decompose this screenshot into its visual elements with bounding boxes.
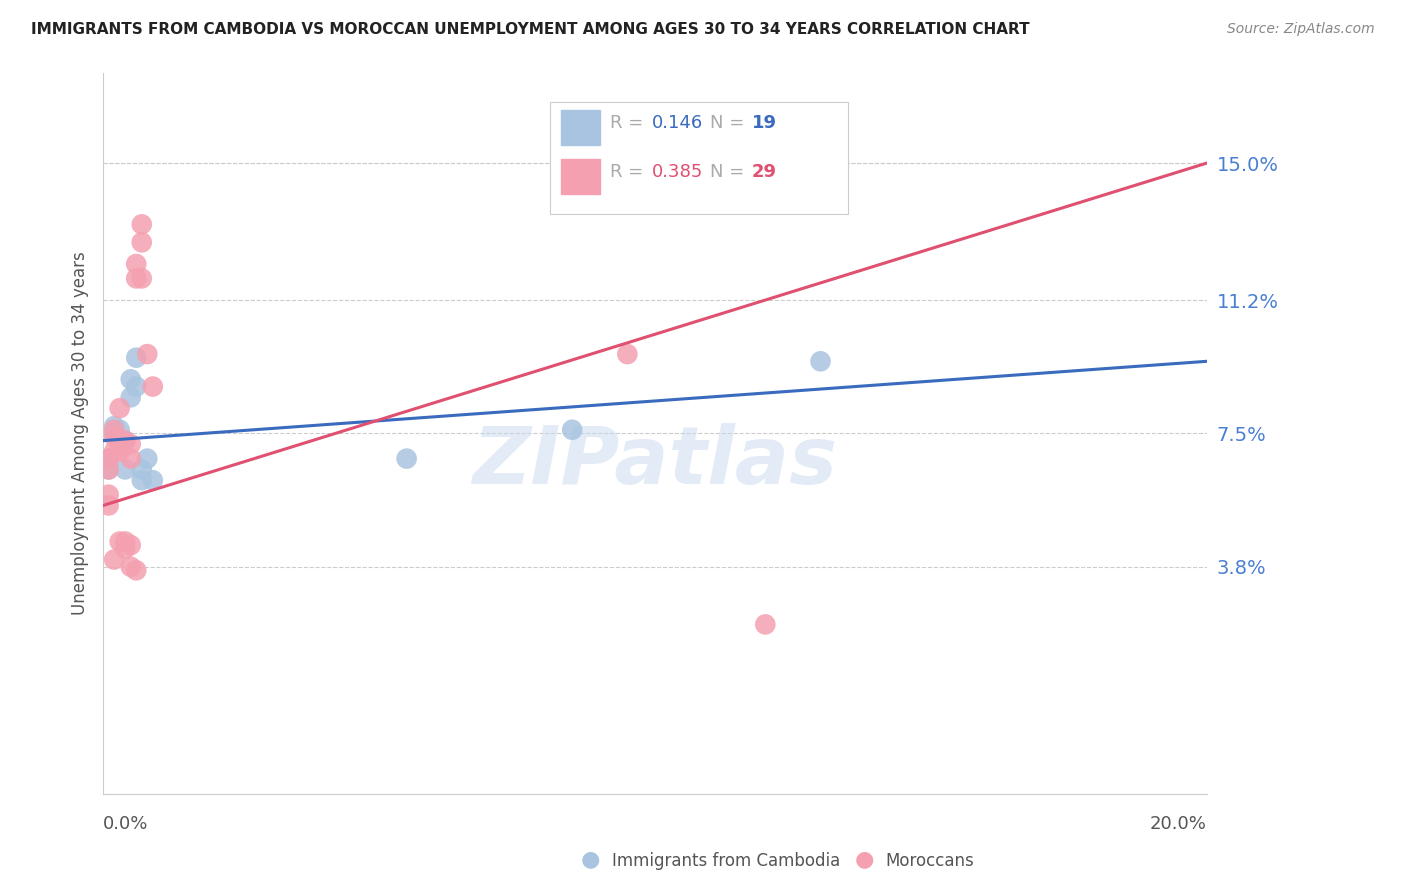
Point bbox=[108, 434, 131, 448]
Point bbox=[120, 372, 142, 386]
Point bbox=[103, 426, 125, 441]
Point bbox=[108, 401, 131, 416]
Point bbox=[103, 419, 125, 434]
Point bbox=[103, 444, 125, 458]
Point bbox=[114, 434, 136, 448]
Point bbox=[108, 434, 131, 448]
Point bbox=[114, 541, 136, 556]
Point bbox=[395, 451, 418, 466]
Text: 0.385: 0.385 bbox=[651, 163, 703, 181]
Point bbox=[108, 534, 131, 549]
Point bbox=[103, 423, 125, 437]
Point bbox=[120, 538, 142, 552]
Point bbox=[142, 379, 165, 393]
Point bbox=[810, 354, 832, 368]
Text: 20.0%: 20.0% bbox=[1150, 815, 1206, 833]
Text: ●: ● bbox=[581, 850, 600, 870]
Point bbox=[97, 451, 120, 466]
Text: 29: 29 bbox=[752, 163, 778, 181]
Point bbox=[754, 617, 776, 632]
Point bbox=[136, 347, 159, 361]
Text: R =: R = bbox=[610, 163, 648, 181]
Point bbox=[616, 347, 638, 361]
Point bbox=[120, 559, 142, 574]
Point bbox=[114, 462, 136, 476]
Point bbox=[125, 351, 148, 365]
Point bbox=[136, 451, 159, 466]
Text: 0.146: 0.146 bbox=[651, 114, 703, 132]
Point bbox=[131, 271, 153, 285]
Point bbox=[131, 462, 153, 476]
FancyBboxPatch shape bbox=[550, 102, 848, 213]
Point bbox=[125, 379, 148, 393]
Point bbox=[97, 462, 120, 476]
Text: R =: R = bbox=[610, 114, 648, 132]
Point bbox=[125, 271, 148, 285]
Point bbox=[108, 423, 131, 437]
Point bbox=[142, 473, 165, 487]
Text: Immigrants from Cambodia: Immigrants from Cambodia bbox=[612, 852, 839, 870]
Text: 0.0%: 0.0% bbox=[103, 815, 149, 833]
Text: N =: N = bbox=[710, 114, 751, 132]
Point bbox=[120, 451, 142, 466]
Point bbox=[125, 257, 148, 271]
Point bbox=[103, 430, 125, 444]
Point bbox=[125, 563, 148, 577]
Text: ●: ● bbox=[855, 850, 875, 870]
Point bbox=[561, 423, 583, 437]
Text: Moroccans: Moroccans bbox=[886, 852, 974, 870]
Text: 19: 19 bbox=[752, 114, 778, 132]
Point bbox=[97, 488, 120, 502]
Text: ZIPatlas: ZIPatlas bbox=[472, 423, 838, 501]
Point bbox=[114, 534, 136, 549]
Point bbox=[103, 552, 125, 566]
Point bbox=[131, 235, 153, 250]
Text: Source: ZipAtlas.com: Source: ZipAtlas.com bbox=[1227, 22, 1375, 37]
Point bbox=[97, 462, 120, 476]
Bar bbox=[561, 111, 600, 145]
Point bbox=[131, 218, 153, 232]
Point bbox=[131, 473, 153, 487]
Point bbox=[97, 451, 120, 466]
Point bbox=[120, 390, 142, 404]
Text: N =: N = bbox=[710, 163, 751, 181]
Bar bbox=[561, 160, 600, 194]
Point bbox=[108, 444, 131, 458]
Y-axis label: Unemployment Among Ages 30 to 34 years: Unemployment Among Ages 30 to 34 years bbox=[72, 252, 89, 615]
Point bbox=[114, 434, 136, 448]
Text: IMMIGRANTS FROM CAMBODIA VS MOROCCAN UNEMPLOYMENT AMONG AGES 30 TO 34 YEARS CORR: IMMIGRANTS FROM CAMBODIA VS MOROCCAN UNE… bbox=[31, 22, 1029, 37]
Point bbox=[120, 437, 142, 451]
Point bbox=[97, 499, 120, 513]
